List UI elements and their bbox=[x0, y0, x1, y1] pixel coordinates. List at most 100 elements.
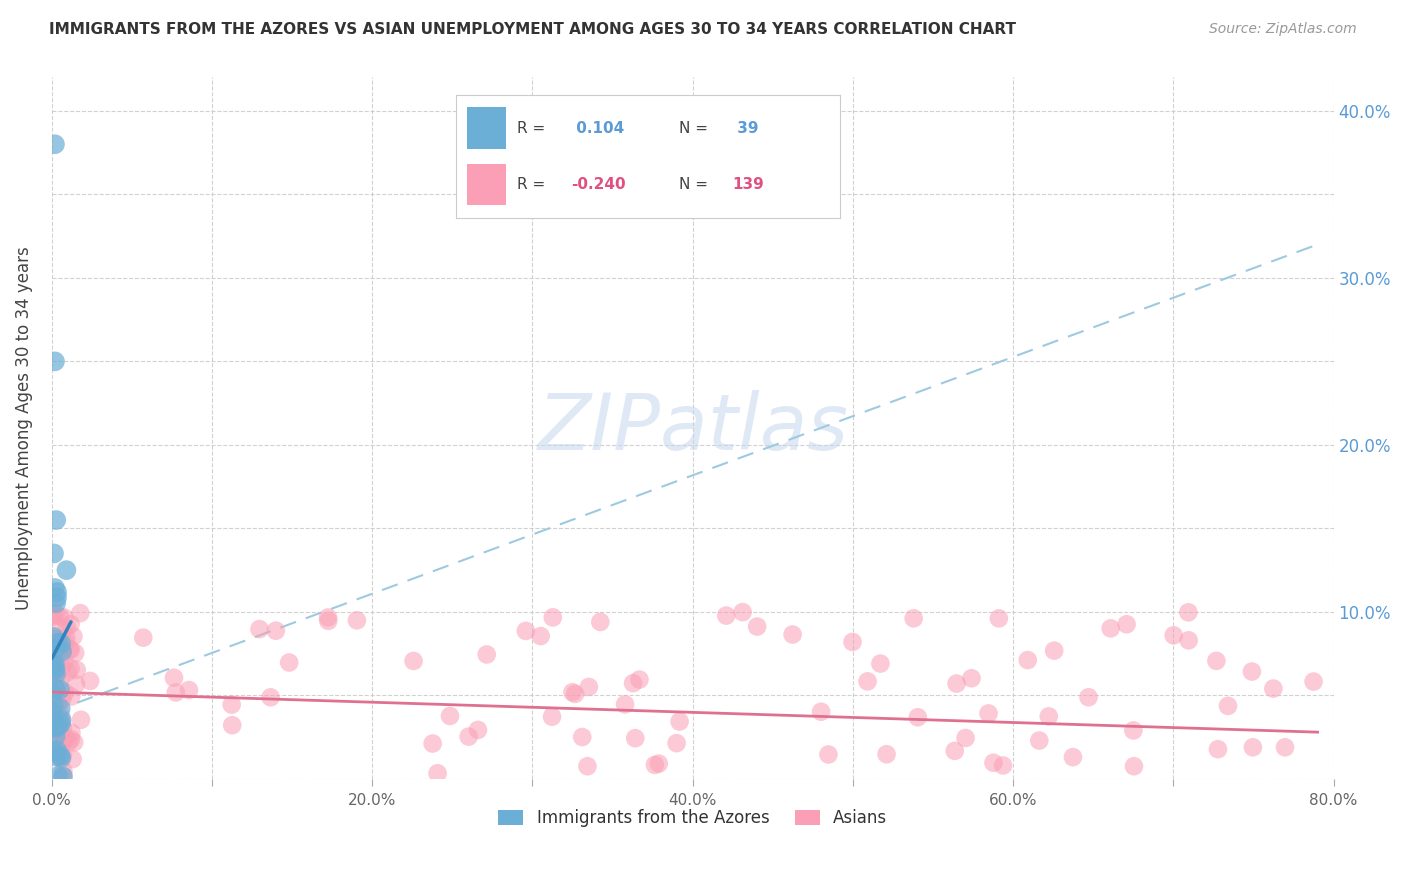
Point bbox=[55, 630, 77, 644]
Point bbox=[876, 747, 898, 762]
Point bbox=[530, 629, 553, 643]
Point bbox=[49, 709, 72, 723]
Point bbox=[747, 619, 769, 633]
Point bbox=[221, 718, 243, 732]
Point bbox=[44, 581, 66, 595]
Text: IMMIGRANTS FROM THE AZORES VS ASIAN UNEMPLOYMENT AMONG AGES 30 TO 34 YEARS CORRE: IMMIGRANTS FROM THE AZORES VS ASIAN UNEM… bbox=[49, 22, 1017, 37]
Point bbox=[987, 611, 1010, 625]
Point bbox=[45, 666, 67, 681]
Point bbox=[52, 769, 75, 783]
Point bbox=[62, 629, 84, 643]
Point bbox=[163, 671, 186, 685]
Point bbox=[51, 751, 73, 765]
Point bbox=[56, 665, 79, 679]
Point bbox=[316, 614, 339, 628]
Point bbox=[48, 719, 70, 733]
Text: ZIPatlas: ZIPatlas bbox=[537, 390, 848, 467]
Point bbox=[628, 673, 651, 687]
Point bbox=[731, 605, 754, 619]
Point bbox=[589, 615, 612, 629]
Point bbox=[42, 663, 65, 677]
Point bbox=[668, 714, 690, 729]
Point bbox=[52, 764, 75, 779]
Point bbox=[45, 607, 67, 621]
Point bbox=[44, 657, 66, 671]
Point bbox=[624, 731, 647, 746]
Point bbox=[1216, 698, 1239, 713]
Point bbox=[42, 698, 65, 712]
Point bbox=[541, 709, 564, 723]
Point bbox=[943, 744, 966, 758]
Point bbox=[41, 705, 63, 719]
Point bbox=[439, 709, 461, 723]
Point bbox=[907, 710, 929, 724]
Point bbox=[983, 756, 1005, 770]
Point bbox=[1028, 733, 1050, 747]
Point bbox=[614, 698, 637, 712]
Legend: Immigrants from the Azores, Asians: Immigrants from the Azores, Asians bbox=[492, 803, 894, 834]
Point bbox=[221, 698, 243, 712]
Point bbox=[51, 636, 73, 650]
Point bbox=[467, 723, 489, 737]
Point bbox=[1274, 740, 1296, 755]
Point bbox=[69, 606, 91, 620]
Point bbox=[1017, 653, 1039, 667]
Point bbox=[42, 737, 65, 751]
Point bbox=[79, 673, 101, 688]
Point bbox=[51, 692, 73, 706]
Point bbox=[621, 676, 644, 690]
Point bbox=[53, 685, 76, 699]
Point bbox=[45, 513, 67, 527]
Point bbox=[457, 730, 479, 744]
Point bbox=[46, 585, 69, 599]
Point bbox=[1062, 750, 1084, 764]
Point bbox=[177, 683, 200, 698]
Point bbox=[1240, 665, 1263, 679]
Point bbox=[46, 698, 69, 712]
Point bbox=[55, 635, 77, 649]
Point bbox=[41, 635, 63, 649]
Point bbox=[644, 757, 666, 772]
Point bbox=[817, 747, 839, 762]
Point bbox=[1122, 723, 1144, 738]
Point bbox=[65, 677, 87, 691]
Point bbox=[45, 632, 67, 647]
Point bbox=[46, 695, 69, 709]
Point bbox=[48, 745, 70, 759]
Point bbox=[44, 137, 66, 152]
Point bbox=[856, 674, 879, 689]
Point bbox=[45, 670, 67, 684]
Point bbox=[1077, 690, 1099, 705]
Point bbox=[955, 731, 977, 745]
Point bbox=[49, 644, 72, 658]
Point bbox=[960, 671, 983, 685]
Point bbox=[60, 732, 83, 747]
Point bbox=[51, 644, 73, 658]
Point bbox=[41, 610, 63, 624]
Point bbox=[810, 705, 832, 719]
Point bbox=[165, 685, 187, 699]
Point bbox=[46, 591, 69, 605]
Point bbox=[66, 663, 89, 677]
Point bbox=[576, 759, 599, 773]
Point bbox=[45, 730, 67, 744]
Point bbox=[264, 624, 287, 638]
Point bbox=[59, 617, 82, 632]
Point bbox=[52, 770, 75, 784]
Point bbox=[45, 743, 67, 757]
Point bbox=[316, 610, 339, 624]
Point bbox=[45, 641, 67, 656]
Point bbox=[45, 685, 67, 699]
Point bbox=[1241, 740, 1264, 755]
Point bbox=[648, 756, 671, 771]
Point bbox=[1038, 709, 1060, 723]
Point bbox=[45, 596, 67, 610]
Point bbox=[42, 630, 65, 644]
Point bbox=[63, 646, 86, 660]
Point bbox=[991, 758, 1014, 772]
Point bbox=[52, 748, 75, 763]
Point bbox=[58, 735, 80, 749]
Point bbox=[1177, 633, 1199, 648]
Point bbox=[541, 610, 564, 624]
Point bbox=[1302, 674, 1324, 689]
